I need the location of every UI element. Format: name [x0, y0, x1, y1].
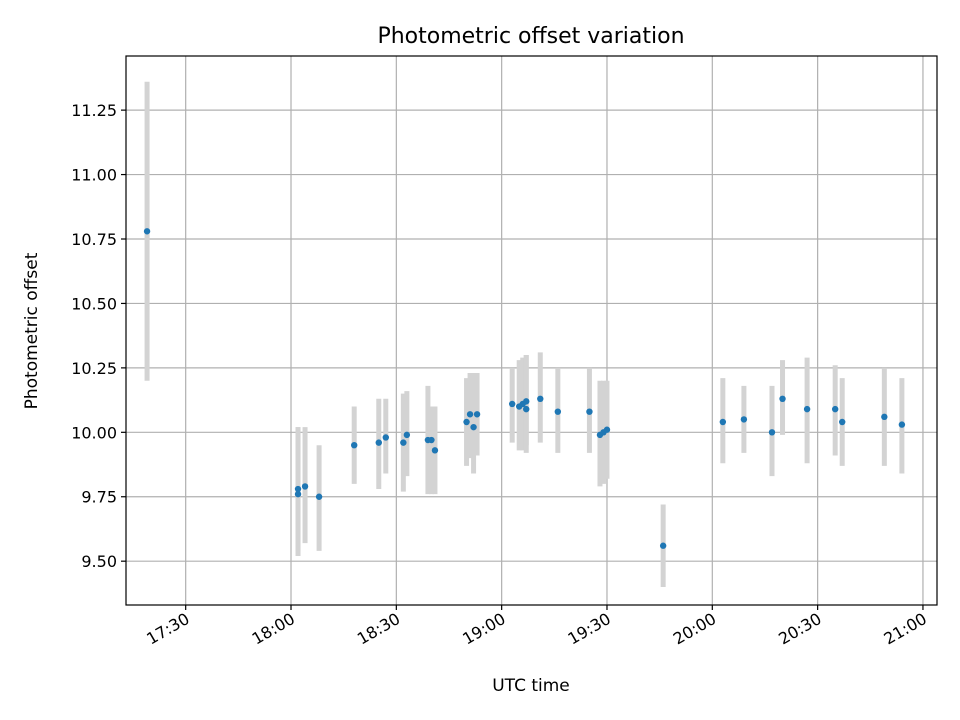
data-point: [831, 405, 839, 413]
data-point: [294, 485, 302, 493]
data-point: [803, 405, 811, 413]
x-tick-label: 17:30: [143, 609, 192, 649]
y-tick-label: 10.00: [71, 423, 117, 442]
x-tick-label: 18:30: [354, 609, 403, 649]
data-point: [466, 411, 474, 418]
data-point: [463, 418, 470, 426]
x-tick-label: 19:00: [459, 609, 508, 649]
data-point: [537, 395, 544, 403]
error-bars: [144, 81, 905, 587]
y-tick-label: 9.50: [81, 552, 117, 571]
data-point: [375, 439, 382, 446]
data-point: [898, 421, 906, 428]
data-point: [586, 408, 593, 415]
x-ticks: 17:30 18:00 18:30 19:00 19:30 20:00 20:30 21:00: [143, 605, 930, 649]
plot-frame: [125, 55, 938, 606]
y-tick-label: 11.25: [71, 101, 117, 120]
data-point: [431, 447, 439, 454]
y-tick-label: 10.25: [71, 359, 117, 378]
data-point: [382, 434, 390, 441]
data-point: [603, 426, 611, 433]
data-point: [473, 411, 481, 418]
data-point: [351, 441, 358, 449]
data-point: [403, 431, 411, 439]
data-point: [294, 490, 302, 498]
data-point: [719, 418, 727, 426]
data-point: [428, 436, 435, 444]
x-tick-label: 20:30: [775, 609, 824, 649]
chart-title: Photometric offset variation: [377, 24, 684, 49]
y-tick-label: 10.50: [71, 294, 117, 313]
y-tick-label: 9.75: [81, 488, 117, 507]
data-point: [659, 542, 667, 549]
data-point: [523, 398, 530, 405]
grid-lines: [126, 56, 937, 605]
data-point: [779, 395, 786, 403]
data-point: [740, 416, 748, 423]
data-point: [881, 413, 888, 421]
x-tick-label: 20:00: [670, 609, 719, 649]
y-tick-label: 11.00: [71, 166, 117, 185]
data-points: [143, 228, 906, 549]
y-tick-label: 10.75: [71, 230, 117, 249]
data-point: [768, 429, 776, 436]
y-axis-label: Photometric offset: [22, 252, 42, 409]
x-tick-label: 21:00: [881, 609, 930, 649]
data-point: [143, 228, 151, 235]
data-point: [301, 483, 309, 490]
data-point: [400, 439, 407, 446]
x-axis-label: UTC time: [492, 676, 570, 696]
data-point: [554, 408, 562, 415]
y-ticks: 9.50 9.75 10.00 10.25 10.50 10.75 11.00 11.25: [71, 101, 126, 571]
data-point: [523, 405, 530, 413]
x-tick-label: 18:00: [249, 609, 298, 649]
data-point: [315, 493, 323, 500]
data-point: [839, 418, 846, 426]
x-tick-label: 19:30: [565, 609, 614, 649]
data-point: [508, 400, 516, 408]
data-point: [470, 423, 477, 431]
